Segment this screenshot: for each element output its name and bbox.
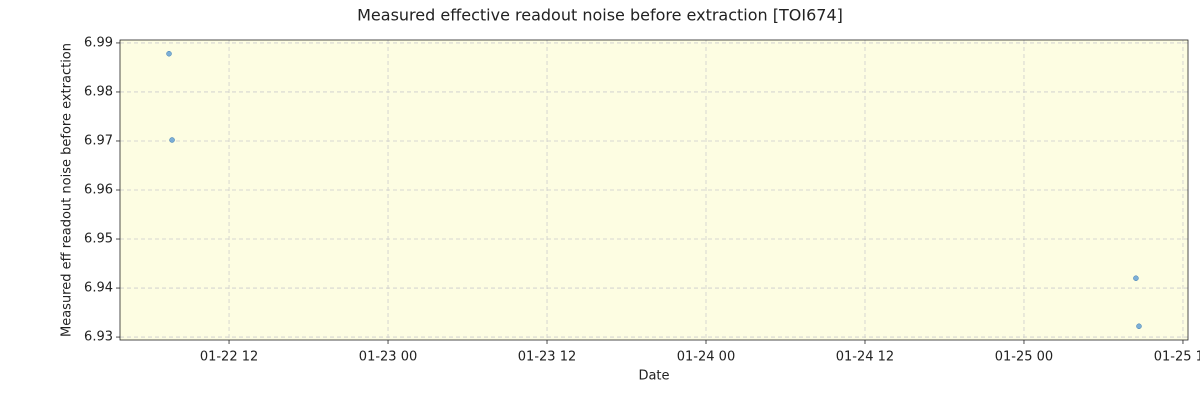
x-tick-label: 01-22 12	[200, 350, 258, 365]
y-tick-label: 6.99	[84, 35, 113, 50]
y-tick-label: 6.98	[84, 84, 113, 99]
y-tick-label: 6.97	[84, 133, 113, 148]
point	[169, 137, 175, 143]
plot-frame	[119, 39, 1189, 341]
x-tick-label: 01-23 00	[359, 350, 417, 365]
point	[1136, 323, 1142, 330]
x-tick-label: 01-23 12	[518, 350, 576, 365]
y-tick-label: 6.94	[84, 281, 113, 296]
x-tick-label: 01-24 12	[836, 350, 894, 365]
y-tick-label: 6.96	[84, 183, 113, 198]
x-tick-label: 01-24 00	[677, 350, 735, 365]
y-axis-label: Measured eff readout noise before extrac…	[60, 43, 75, 337]
x-tick-label: 01-25 12	[1154, 350, 1200, 365]
x-tick-label: 01-25 00	[995, 350, 1053, 365]
chart-title: Measured effective readout noise before …	[357, 6, 843, 25]
y-tick-label: 6.95	[84, 232, 113, 247]
point	[1133, 275, 1139, 281]
x-axis-label: Date	[638, 369, 669, 384]
y-tick-label: 6.93	[84, 330, 113, 345]
point	[166, 50, 172, 57]
